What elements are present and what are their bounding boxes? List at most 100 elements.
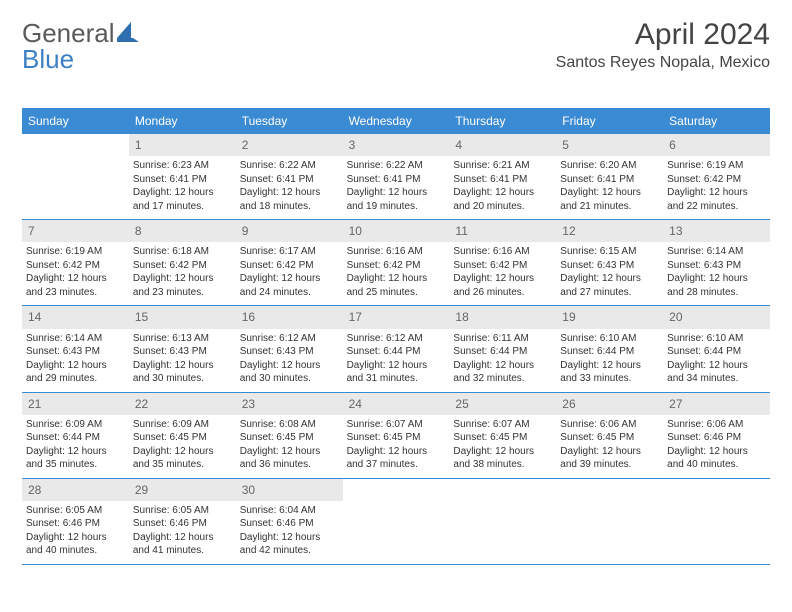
day-number: 10 bbox=[343, 220, 450, 242]
day-number: 19 bbox=[556, 306, 663, 328]
sunrise-text: Sunrise: 6:15 AM bbox=[560, 245, 659, 259]
daylight-text: Daylight: 12 hours and 38 minutes. bbox=[453, 445, 552, 472]
sunrise-text: Sunrise: 6:19 AM bbox=[667, 159, 766, 173]
sunrise-text: Sunrise: 6:07 AM bbox=[453, 418, 552, 432]
day-cell: 8Sunrise: 6:18 AMSunset: 6:42 PMDaylight… bbox=[129, 220, 236, 305]
day-number: 14 bbox=[22, 306, 129, 328]
day-cell: 12Sunrise: 6:15 AMSunset: 6:43 PMDayligh… bbox=[556, 220, 663, 305]
sunrise-text: Sunrise: 6:12 AM bbox=[240, 332, 339, 346]
day-number: 7 bbox=[22, 220, 129, 242]
sunrise-text: Sunrise: 6:13 AM bbox=[133, 332, 232, 346]
day-number: 11 bbox=[449, 220, 556, 242]
day-cell: 9Sunrise: 6:17 AMSunset: 6:42 PMDaylight… bbox=[236, 220, 343, 305]
daylight-text: Daylight: 12 hours and 27 minutes. bbox=[560, 272, 659, 299]
sunset-text: Sunset: 6:46 PM bbox=[240, 517, 339, 531]
day-number: 3 bbox=[343, 134, 450, 156]
sunset-text: Sunset: 6:41 PM bbox=[347, 173, 446, 187]
daylight-text: Daylight: 12 hours and 29 minutes. bbox=[26, 359, 125, 386]
sunrise-text: Sunrise: 6:22 AM bbox=[240, 159, 339, 173]
calendar: SundayMondayTuesdayWednesdayThursdayFrid… bbox=[22, 108, 770, 565]
day-cell: 13Sunrise: 6:14 AMSunset: 6:43 PMDayligh… bbox=[663, 220, 770, 305]
title-block: April 2024 Santos Reyes Nopala, Mexico bbox=[556, 18, 770, 72]
location: Santos Reyes Nopala, Mexico bbox=[556, 54, 770, 72]
dow-cell: Saturday bbox=[663, 108, 770, 134]
day-cell: 29Sunrise: 6:05 AMSunset: 6:46 PMDayligh… bbox=[129, 479, 236, 564]
sunrise-text: Sunrise: 6:09 AM bbox=[133, 418, 232, 432]
week-row: 7Sunrise: 6:19 AMSunset: 6:42 PMDaylight… bbox=[22, 220, 770, 306]
sunset-text: Sunset: 6:45 PM bbox=[240, 431, 339, 445]
sunset-text: Sunset: 6:43 PM bbox=[133, 345, 232, 359]
day-cell: 7 Sunrise: 6:19 AMSunset: 6:42 PMDaylight… bbox=[22, 220, 129, 305]
sunrise-text: Sunrise: 6:17 AM bbox=[240, 245, 339, 259]
day-number: 6 bbox=[663, 134, 770, 156]
dow-cell: Thursday bbox=[449, 108, 556, 134]
sunset-text: Sunset: 6:43 PM bbox=[240, 345, 339, 359]
daylight-text: Daylight: 12 hours and 31 minutes. bbox=[347, 359, 446, 386]
sunset-text: Sunset: 6:43 PM bbox=[26, 345, 125, 359]
day-cell: 4 Sunrise: 6:21 AMSunset: 6:41 PMDaylight… bbox=[449, 134, 556, 219]
sail-icon bbox=[117, 22, 139, 42]
daylight-text: Daylight: 12 hours and 32 minutes. bbox=[453, 359, 552, 386]
day-number: 23 bbox=[236, 393, 343, 415]
sunset-text: Sunset: 6:43 PM bbox=[667, 259, 766, 273]
day-cell: 22Sunrise: 6:09 AMSunset: 6:45 PMDayligh… bbox=[129, 393, 236, 478]
day-cell: 5Sunrise: 6:20 AMSunset: 6:41 PMDaylight… bbox=[556, 134, 663, 219]
sunrise-text: Sunrise: 6:14 AM bbox=[667, 245, 766, 259]
day-number: 15 bbox=[129, 306, 236, 328]
daylight-text: Daylight: 12 hours and 33 minutes. bbox=[560, 359, 659, 386]
sunset-text: Sunset: 6:42 PM bbox=[453, 259, 552, 273]
sunset-text: Sunset: 6:44 PM bbox=[26, 431, 125, 445]
sunrise-text: Sunrise: 6:16 AM bbox=[347, 245, 446, 259]
sunset-text: Sunset: 6:42 PM bbox=[240, 259, 339, 273]
daylight-text: Daylight: 12 hours and 35 minutes. bbox=[133, 445, 232, 472]
daylight-text: Daylight: 12 hours and 22 minutes. bbox=[667, 186, 766, 213]
day-cell: 25Sunrise: 6:07 AMSunset: 6:45 PMDayligh… bbox=[449, 393, 556, 478]
day-number: 16 bbox=[236, 306, 343, 328]
sunset-text: Sunset: 6:42 PM bbox=[667, 173, 766, 187]
sunset-text: Sunset: 6:42 PM bbox=[26, 259, 125, 273]
sunrise-text: Sunrise: 6:10 AM bbox=[560, 332, 659, 346]
daylight-text: Daylight: 12 hours and 30 minutes. bbox=[133, 359, 232, 386]
day-number: 28 bbox=[22, 479, 129, 501]
day-cell: 15 Sunrise: 6:13 AMSunset: 6:43 PMDayligh… bbox=[129, 306, 236, 391]
day-number: 4 bbox=[449, 134, 556, 156]
day-cell: 26Sunrise: 6:06 AMSunset: 6:45 PMDayligh… bbox=[556, 393, 663, 478]
dow-cell: Wednesday bbox=[343, 108, 450, 134]
daylight-text: Daylight: 12 hours and 26 minutes. bbox=[453, 272, 552, 299]
sunrise-text: Sunrise: 6:09 AM bbox=[26, 418, 125, 432]
sunset-text: Sunset: 6:45 PM bbox=[347, 431, 446, 445]
day-number: 13 bbox=[663, 220, 770, 242]
sunset-text: Sunset: 6:41 PM bbox=[453, 173, 552, 187]
week-row: .1Sunrise: 6:23 AMSunset: 6:41 PMDayligh… bbox=[22, 134, 770, 220]
sunrise-text: Sunrise: 6:05 AM bbox=[133, 504, 232, 518]
daylight-text: Daylight: 12 hours and 21 minutes. bbox=[560, 186, 659, 213]
sunrise-text: Sunrise: 6:22 AM bbox=[347, 159, 446, 173]
sunset-text: Sunset: 6:44 PM bbox=[347, 345, 446, 359]
daylight-text: Daylight: 12 hours and 20 minutes. bbox=[453, 186, 552, 213]
dow-cell: Monday bbox=[129, 108, 236, 134]
calendar-body: .1Sunrise: 6:23 AMSunset: 6:41 PMDayligh… bbox=[22, 134, 770, 565]
sunset-text: Sunset: 6:45 PM bbox=[560, 431, 659, 445]
daylight-text: Daylight: 12 hours and 42 minutes. bbox=[240, 531, 339, 558]
day-cell: 23Sunrise: 6:08 AMSunset: 6:45 PMDayligh… bbox=[236, 393, 343, 478]
sunset-text: Sunset: 6:41 PM bbox=[133, 173, 232, 187]
day-cell: . bbox=[449, 479, 556, 564]
sunset-text: Sunset: 6:41 PM bbox=[560, 173, 659, 187]
day-cell: 21Sunrise: 6:09 AMSunset: 6:44 PMDayligh… bbox=[22, 393, 129, 478]
brand-part2: Blue bbox=[22, 44, 74, 75]
day-cell: 20Sunrise: 6:10 AMSunset: 6:44 PMDayligh… bbox=[663, 306, 770, 391]
sunset-text: Sunset: 6:46 PM bbox=[133, 517, 232, 531]
sunrise-text: Sunrise: 6:06 AM bbox=[560, 418, 659, 432]
sunrise-text: Sunrise: 6:06 AM bbox=[667, 418, 766, 432]
sunrise-text: Sunrise: 6:11 AM bbox=[453, 332, 552, 346]
sunrise-text: Sunrise: 6:19 AM bbox=[26, 245, 125, 259]
sunrise-text: Sunrise: 6:21 AM bbox=[453, 159, 552, 173]
day-cell: 27Sunrise: 6:06 AMSunset: 6:46 PMDayligh… bbox=[663, 393, 770, 478]
daylight-text: Daylight: 12 hours and 23 minutes. bbox=[26, 272, 125, 299]
day-cell: 2Sunrise: 6:22 AMSunset: 6:41 PMDaylight… bbox=[236, 134, 343, 219]
sunrise-text: Sunrise: 6:16 AM bbox=[453, 245, 552, 259]
day-number: 30 bbox=[236, 479, 343, 501]
day-cell: . bbox=[343, 479, 450, 564]
daylight-text: Daylight: 12 hours and 30 minutes. bbox=[240, 359, 339, 386]
sunrise-text: Sunrise: 6:08 AM bbox=[240, 418, 339, 432]
